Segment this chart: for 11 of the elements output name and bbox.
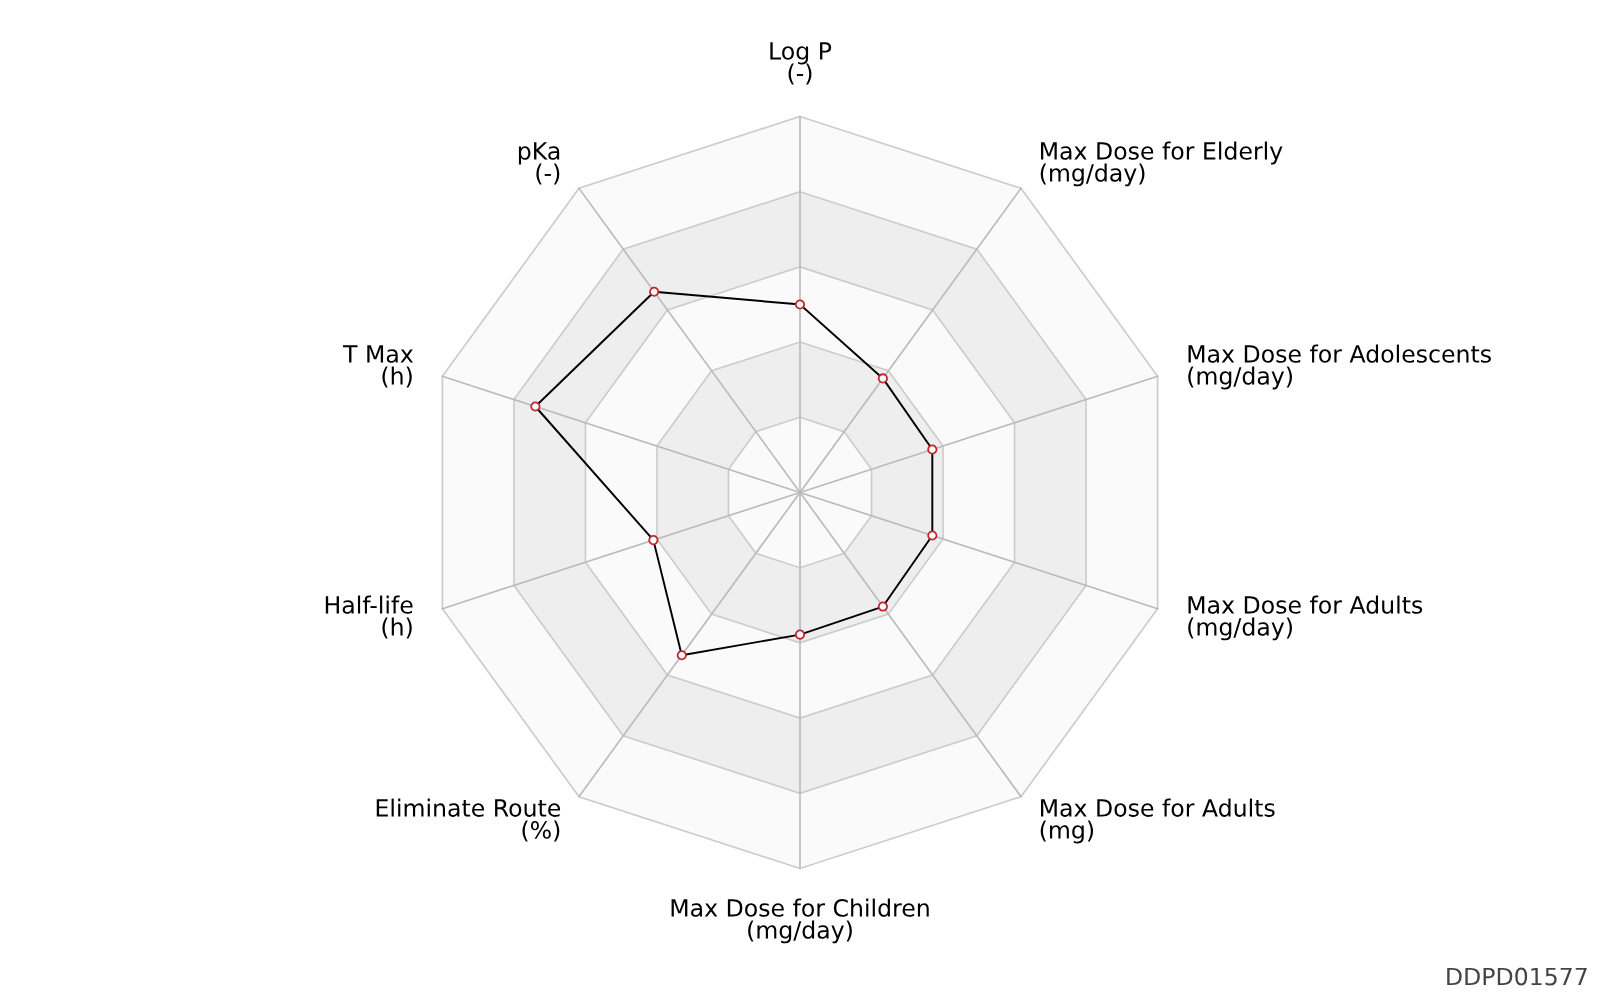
spoke-label: Log P (-) xyxy=(770,42,832,85)
spoke-label: Max Dose for Children (mg/day) xyxy=(671,898,929,944)
spoke-label: T Max (h) xyxy=(342,345,414,388)
text: DDPD01577 xyxy=(1447,967,1587,986)
spoke-label: Max Dose for Adolescents (mg/day) xyxy=(1188,344,1491,390)
spoke-label: pKa (-) xyxy=(518,142,560,185)
spoke-label: Max Dose for Adults (mg) xyxy=(1040,798,1275,844)
spoke-label: Max Dose for Adults (mg/day) xyxy=(1188,595,1423,641)
spoke-label: Half-life (h) xyxy=(325,595,413,639)
spoke-label: Max Dose for Elderly (mg/day) xyxy=(1040,141,1283,187)
spoke-label: Eliminate Route (%) xyxy=(376,798,561,842)
